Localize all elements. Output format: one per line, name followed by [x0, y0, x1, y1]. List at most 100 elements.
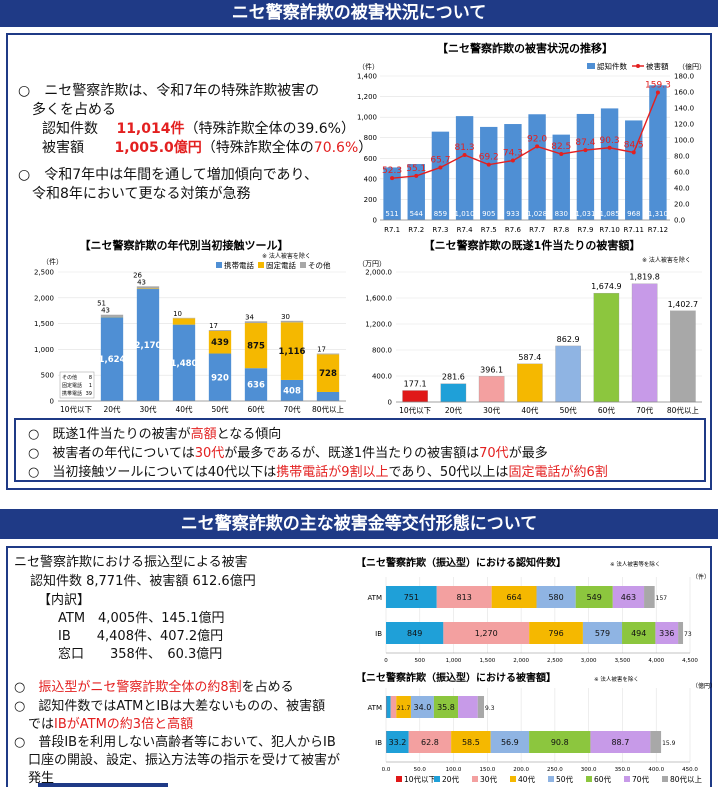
trend-amount-line: [392, 92, 659, 179]
age-other-label: 10: [173, 310, 182, 318]
tcount-segment-label: 1,270: [475, 629, 498, 638]
per-value-label: 1,402.7: [668, 300, 699, 309]
tamount-x-tick: 200.0: [513, 767, 529, 773]
amount-note-red: 70.6%: [313, 140, 359, 156]
per-y-tick: 1,200.0: [365, 321, 392, 329]
trend-x-tick: R7.7: [529, 226, 545, 234]
conclusion-2-red2: 70代: [479, 446, 509, 461]
per-x-tick: 10代以下: [399, 405, 432, 415]
tcount-segment: [612, 586, 645, 608]
transfer-bullet1-red: 振込型がニセ警察詐欺全体の約8割: [38, 680, 242, 695]
age-top-label: 26: [133, 271, 142, 279]
age-bar-segment: [280, 322, 304, 380]
trend-amount-label: 81.3: [455, 143, 475, 153]
age-segment-label: 1,624: [99, 355, 126, 365]
trend-right-tick: 20.0: [674, 201, 690, 209]
tamount-segment-label: 62.8: [421, 738, 439, 747]
conclusion-2: ○ 被害者の年代については30代が最多であるが、既遂1件当たりの被害額は70代が…: [28, 442, 548, 461]
conclusion-3-pre: ○ 当初接触ツールについては40代以下は: [28, 465, 277, 480]
tamount-x-tick: 0.0: [382, 767, 391, 773]
summary-count: 認知件数 11,014件（特殊詐欺全体の39.6%）: [42, 118, 355, 138]
tamount-segment: [490, 731, 530, 753]
age-legend-item: その他: [308, 260, 331, 270]
per-value-label: 1,819.8: [629, 273, 660, 282]
per-x-tick: 50代: [560, 405, 578, 415]
tamount-segment: [458, 696, 478, 718]
tamount-segment-label: 33.2: [389, 738, 407, 747]
age-x-tick: 40代: [175, 404, 193, 414]
tamount-segment-label: 35.8: [437, 703, 455, 712]
tcount-segment-label: 579: [595, 629, 610, 638]
age-bar-segment: [136, 286, 160, 289]
transfer-bullet1-post: を占める: [241, 680, 294, 695]
per-value-label: 177.1: [404, 379, 427, 388]
section2-title: ニセ警察詐欺の主な被害金等交付形態について: [0, 509, 718, 539]
trend-x-tick: R7.9: [577, 226, 593, 234]
tamount-unit: （億円）: [692, 682, 712, 690]
per-bar: [478, 376, 505, 403]
trend-count-label: 1,310: [648, 210, 668, 218]
trend-x-tick: R7.2: [408, 226, 424, 234]
tamount-segment: [650, 731, 662, 753]
trend-right-tick: 160.0: [674, 89, 694, 97]
tamount-segment: [386, 696, 391, 718]
age-segment-label: 439: [211, 338, 229, 348]
age-bar-segment: [172, 317, 196, 319]
age-x-tick: 20代: [103, 404, 121, 414]
age-y-tick: 500: [41, 372, 54, 380]
conclusion-2-post: が最多であるが、既遂1件当たりの被害額は: [224, 446, 480, 461]
trend-amount-marker: [655, 90, 660, 95]
tcount-x-tick: 500: [415, 658, 426, 664]
tamount-legend-swatch: [434, 776, 440, 782]
trend-x-tick: R7.3: [432, 226, 448, 234]
conclusion-1-post: となる傾向: [216, 427, 282, 442]
age-other-label: 34: [245, 313, 254, 321]
trend-count-label: 830: [555, 210, 568, 218]
transfer-amount-chart: 【ニセ警察詐欺（振込型）における被害額】 ※ 法人被害を除く （億円） 0.0 50.0…: [356, 671, 712, 784]
tcount-x-tick: 4,500: [682, 658, 698, 664]
tcount-segment: [529, 622, 583, 644]
tamount-segment: [529, 731, 591, 753]
per-bar: [440, 383, 467, 403]
tcount-segment: [386, 622, 444, 644]
tamount-segment-label: 56.9: [501, 738, 519, 747]
tamount-x-tick: 400.0: [648, 767, 664, 773]
trend-amount-marker: [583, 148, 588, 153]
trend-right-tick: 140.0: [674, 105, 694, 113]
age-segment-label: 728: [319, 369, 337, 379]
tamount-segment: [396, 696, 411, 718]
trend-count-bar: [625, 120, 643, 220]
trend-amount-label: 92.0: [527, 134, 547, 144]
age-segment-label: 875: [247, 342, 265, 352]
trend-amount-label: 159.3: [645, 81, 671, 91]
trend-right-tick: 100.0: [674, 137, 694, 145]
trend-count-bar: [649, 85, 667, 220]
tcount-segment: [443, 622, 530, 644]
tamount-segment: [410, 696, 434, 718]
age-x-tick: 70代: [283, 404, 301, 414]
age-title: 【ニセ警察詐欺の年代別当初接触ツール】: [80, 238, 289, 252]
per-unit: （万円）: [358, 260, 386, 268]
trend-legend-amount: 被害額: [646, 61, 669, 71]
trend-count-bar: [407, 164, 425, 220]
tamount-segment-label: 9.3: [485, 705, 495, 712]
age-segment-label: 408: [283, 386, 301, 396]
per-y-tick: 400.0: [372, 373, 392, 381]
trend-amount-marker: [559, 152, 564, 156]
per-value-label: 862.9: [557, 335, 580, 344]
breakdown-atm: ATM 4,005件、145.1億円: [58, 611, 225, 626]
conclusion-1-pre: ○ 既遂1件当たりの被害が: [28, 427, 191, 442]
age-top-label: 51: [97, 300, 106, 308]
count-value: 11,014件: [116, 121, 185, 137]
conclusion-2-red: 30代: [194, 446, 225, 461]
trend-amount-marker: [510, 158, 515, 163]
trend-count-label: 1,010: [455, 210, 475, 218]
tcount-x-tick: 1,500: [479, 658, 495, 664]
count-label: 認知件数: [42, 121, 98, 137]
per-case-chart: 【ニセ警察詐欺の既遂1件当たりの被害額】 （万円） ※ 法人被害を除く 0 400.0 8…: [358, 238, 702, 415]
age-teens-box: [59, 371, 95, 399]
per-x-tick: 80代以上: [667, 405, 700, 415]
trend-count-bar: [480, 126, 498, 220]
trend-amount-marker: [607, 145, 612, 150]
age-y-tick: 2,500: [34, 269, 54, 277]
